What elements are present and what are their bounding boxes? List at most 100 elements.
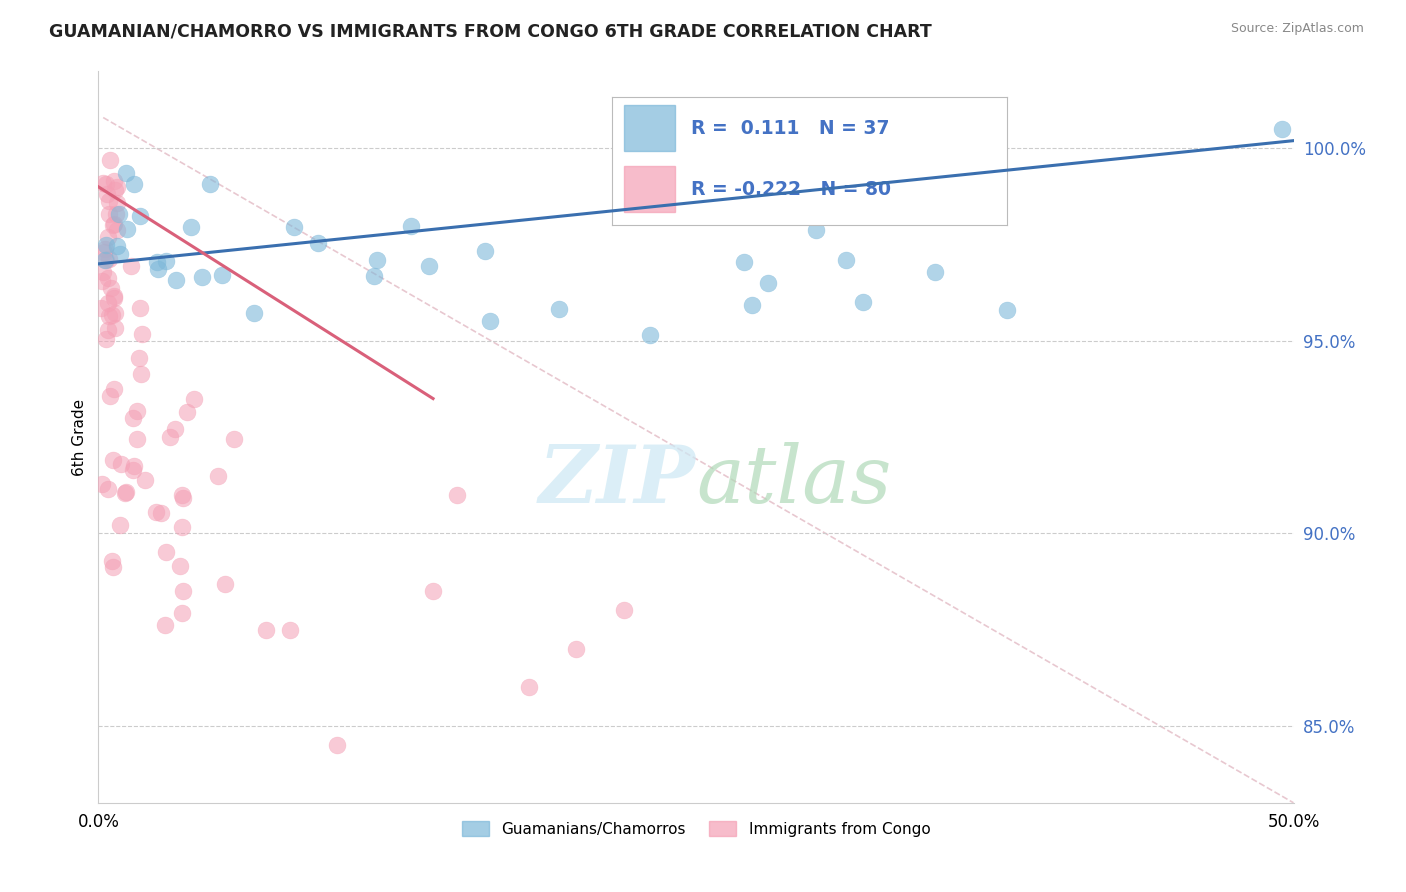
Point — [101, 554, 124, 568]
Point — [127, 432, 149, 446]
Point — [114, 486, 136, 500]
Point — [101, 309, 124, 323]
Text: atlas: atlas — [696, 442, 891, 520]
Point — [103, 291, 125, 305]
Point — [200, 177, 222, 191]
Point — [145, 505, 167, 519]
Point — [548, 302, 571, 317]
Point — [207, 468, 229, 483]
Point — [103, 382, 125, 396]
Point — [517, 681, 540, 695]
Point — [242, 306, 264, 320]
Point — [172, 488, 194, 502]
Point — [283, 219, 305, 234]
Point — [131, 326, 153, 341]
Y-axis label: 6th Grade: 6th Grade — [72, 399, 87, 475]
Point — [180, 219, 202, 234]
Point — [110, 457, 132, 471]
Point — [307, 236, 329, 251]
Point — [128, 209, 150, 223]
Point — [104, 207, 127, 221]
Point — [326, 738, 349, 752]
Point — [104, 183, 127, 197]
Point — [122, 411, 145, 425]
Point — [172, 584, 194, 599]
Point — [170, 520, 193, 534]
Point — [114, 166, 136, 180]
Point — [363, 268, 385, 283]
Point — [103, 174, 125, 188]
Point — [97, 309, 120, 323]
Point — [733, 255, 755, 269]
Point — [479, 314, 502, 328]
Point — [211, 268, 233, 282]
Point — [105, 195, 128, 210]
Text: GUAMANIAN/CHAMORRO VS IMMIGRANTS FROM CONGO 6TH GRADE CORRELATION CHART: GUAMANIAN/CHAMORRO VS IMMIGRANTS FROM CO… — [49, 22, 932, 40]
Point — [852, 295, 875, 310]
Point — [366, 253, 388, 268]
Point — [98, 389, 121, 403]
Point — [134, 473, 156, 487]
Point — [638, 327, 661, 342]
Point — [94, 252, 117, 267]
Point — [97, 323, 120, 337]
Point — [128, 351, 150, 366]
Point — [90, 301, 112, 316]
Point — [93, 242, 115, 256]
Point — [101, 560, 124, 574]
Point — [153, 617, 176, 632]
Legend: Guamanians/Chamorros, Immigrants from Congo: Guamanians/Chamorros, Immigrants from Co… — [456, 815, 936, 843]
Point — [125, 404, 148, 418]
Point — [104, 305, 127, 319]
Point — [214, 577, 236, 591]
Point — [97, 252, 120, 266]
Point — [91, 176, 114, 190]
Point — [97, 194, 120, 208]
Point — [613, 603, 636, 617]
Point — [97, 229, 120, 244]
Point — [446, 488, 468, 502]
Point — [103, 219, 125, 233]
Point — [163, 422, 186, 436]
Point — [114, 485, 136, 500]
Point — [155, 545, 177, 559]
Point — [100, 280, 122, 294]
Point — [834, 253, 856, 268]
Point — [924, 264, 946, 278]
Point — [122, 177, 145, 191]
Point — [165, 273, 187, 287]
Point — [97, 270, 120, 285]
Point — [155, 254, 177, 268]
Point — [96, 333, 118, 347]
Point — [105, 239, 128, 253]
Point — [565, 641, 588, 656]
Point — [103, 217, 125, 231]
Point — [93, 244, 115, 259]
Point — [995, 303, 1018, 318]
Point — [91, 477, 114, 491]
Point — [806, 223, 828, 237]
Point — [103, 289, 125, 303]
Point — [128, 301, 150, 316]
Point — [399, 219, 422, 233]
Point — [105, 223, 128, 237]
Point — [169, 558, 191, 573]
Point — [110, 517, 132, 532]
Point — [122, 463, 145, 477]
Point — [97, 207, 120, 221]
Point — [418, 259, 440, 273]
Text: Source: ZipAtlas.com: Source: ZipAtlas.com — [1230, 22, 1364, 36]
Point — [129, 367, 152, 381]
Point — [94, 238, 117, 252]
Point — [148, 262, 170, 277]
Point — [474, 244, 496, 258]
Point — [422, 584, 444, 599]
Point — [150, 506, 173, 520]
Text: ZIP: ZIP — [538, 442, 696, 520]
Point — [120, 259, 142, 273]
Point — [91, 274, 114, 288]
Point — [103, 453, 125, 467]
Point — [222, 432, 245, 446]
Point — [172, 606, 194, 620]
Point — [94, 178, 117, 192]
